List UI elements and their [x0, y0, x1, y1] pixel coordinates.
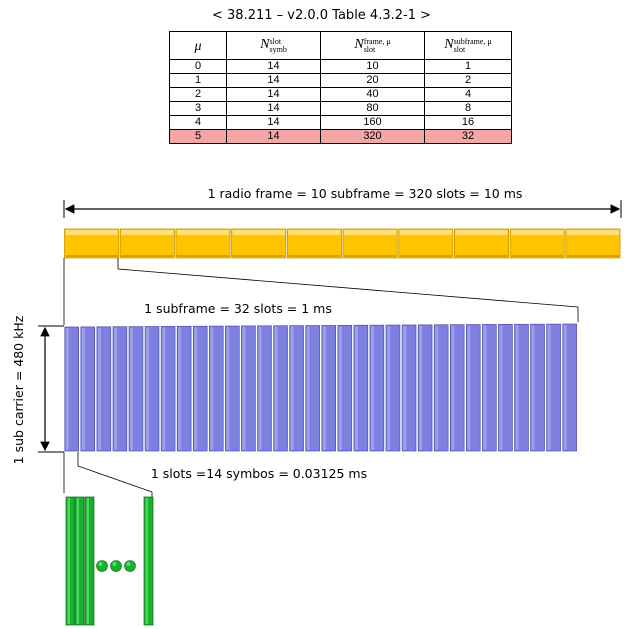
- subframe-block: [509, 228, 565, 259]
- slot-bar: [305, 325, 320, 452]
- page-title: < 38.211 – v2.0.0 Table 4.3.2-1 >: [212, 8, 431, 23]
- slot-bar: [321, 325, 337, 452]
- slot-bar: [176, 325, 192, 452]
- table-cell-mu: 5: [169, 129, 227, 144]
- table-row: 4 14 160 16: [169, 115, 512, 130]
- subframe-block: [119, 228, 175, 259]
- table-cell-symb: 14: [226, 129, 321, 144]
- slot-bar: [160, 326, 176, 452]
- slot-bar: [289, 325, 304, 452]
- slot-bar: [273, 325, 288, 452]
- slot-bar: [449, 324, 465, 452]
- table-cell-symb: 14: [226, 73, 321, 88]
- subframe-block: [453, 228, 509, 259]
- slot-bar: [546, 323, 561, 452]
- slot-bar: [144, 326, 160, 452]
- slot-bar: [96, 326, 112, 452]
- symbol-bar: [84, 496, 95, 626]
- slot-bar: [192, 325, 208, 452]
- slot-bar: [257, 325, 272, 452]
- slot-bar: [80, 326, 96, 452]
- subframe-block: [398, 228, 454, 259]
- table-row: 2 14 40 4: [169, 87, 512, 102]
- symbol-group: [65, 496, 154, 626]
- subframe-label: 1 subframe = 32 slots = 1 ms: [144, 301, 332, 316]
- slot-bar: [64, 326, 80, 452]
- slot-bar: [482, 324, 497, 452]
- subframe-block: [565, 228, 621, 259]
- slot-bar: [514, 323, 529, 452]
- ellipsis-dot: [124, 560, 136, 572]
- ellipsis-dot: [96, 560, 108, 572]
- symbol-bar: [74, 496, 85, 626]
- table-row: 0 14 10 1: [169, 59, 512, 74]
- symbol-bar: [65, 496, 76, 626]
- slot-bar: [241, 325, 256, 452]
- subframe-block: [286, 228, 342, 259]
- ellipsis-dot: [110, 560, 122, 572]
- slot-bar: [530, 323, 545, 452]
- slot-bar: [417, 324, 433, 452]
- header-mu: μ: [169, 31, 227, 60]
- subframe-block: [231, 228, 287, 259]
- slot-bar: [385, 324, 401, 452]
- symbol-bar: [143, 496, 154, 626]
- zoom-line-right: [117, 258, 579, 322]
- slot-bar: [112, 326, 128, 452]
- table-cell-frame: 320: [320, 129, 425, 144]
- slot-bar: [209, 325, 224, 452]
- table-row: 5 14 320 32: [169, 129, 512, 144]
- slot-bar: [433, 324, 449, 452]
- radio-frame-label: 1 radio frame = 10 subframe = 320 slots …: [208, 186, 523, 201]
- slot-bar: [337, 325, 353, 452]
- slot-bar: [466, 324, 481, 452]
- table-body: 0 14 10 1 1 14 20 2 2 14 40 4 3 14 80 8 4 14 160 16 5 14 320 32: [169, 59, 512, 144]
- slot-bar: [498, 324, 513, 452]
- subframe-row: [64, 228, 621, 259]
- slot-row: [64, 323, 577, 452]
- table-row: 1 14 20 2: [169, 73, 512, 88]
- slot-zoom-line-right: [77, 452, 153, 498]
- table-cell-subframe: 16: [424, 115, 512, 130]
- slot-bar: [401, 324, 417, 452]
- subframe-block: [342, 228, 398, 259]
- slot-bar: [353, 324, 369, 452]
- slot-label: 1 slots =14 symbos = 0.03125 ms: [151, 466, 367, 481]
- slot-bar: [128, 326, 144, 452]
- slot-bar: [225, 325, 240, 452]
- subcarrier-label: 1 sub carrier = 480 kHz: [11, 315, 26, 464]
- subframe-block: [175, 228, 231, 259]
- table-cell-subframe: 32: [424, 129, 512, 144]
- slot-bar: [369, 324, 385, 452]
- slot-bar: [562, 323, 577, 452]
- subframe-block: [64, 228, 120, 259]
